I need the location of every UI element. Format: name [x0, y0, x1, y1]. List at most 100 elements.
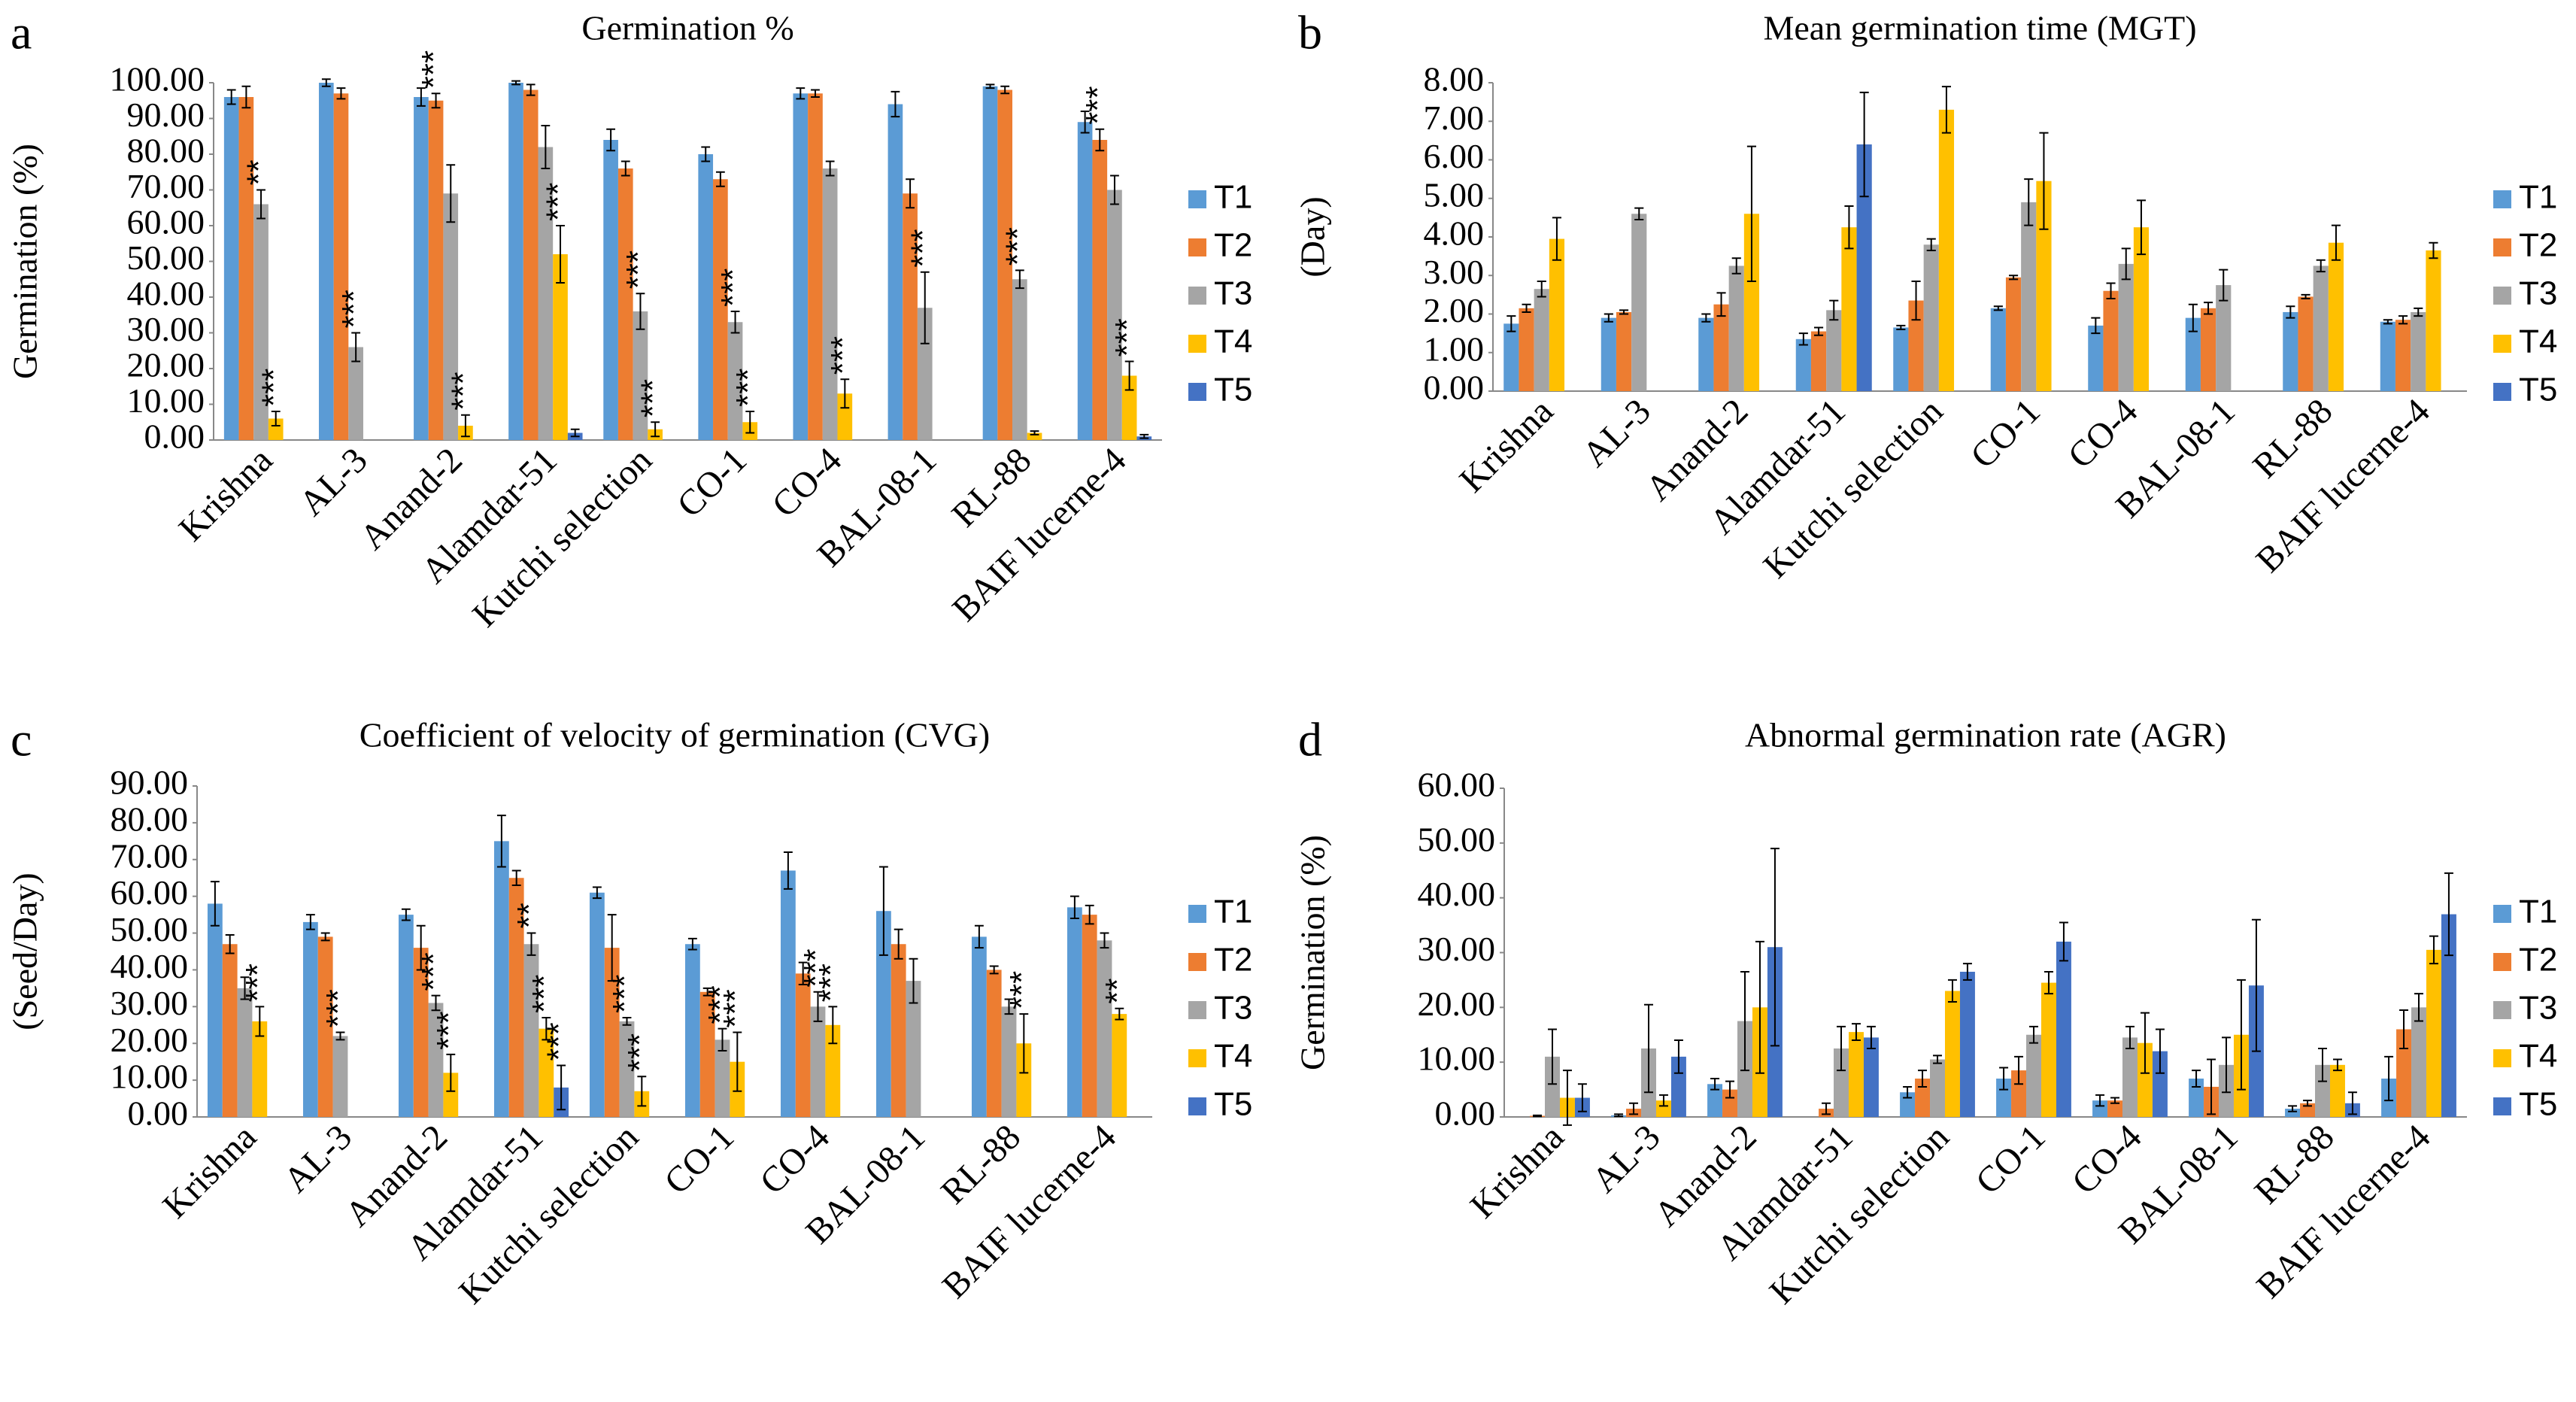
bar — [553, 254, 568, 440]
bar — [891, 944, 906, 1117]
error-bar — [511, 80, 520, 86]
legend-label: T1 — [2519, 894, 2557, 930]
error-bar — [542, 1017, 551, 1041]
error-bar — [1837, 1025, 1846, 1072]
significance-stars: *** — [635, 379, 672, 417]
bar — [1016, 1043, 1032, 1117]
bar — [982, 86, 998, 440]
y-tick-label: 7.00 — [1424, 99, 1485, 137]
bar — [1713, 304, 1729, 391]
significance-stars: ** — [1099, 979, 1136, 1004]
error-bar — [2044, 970, 2053, 995]
bar — [1092, 140, 1108, 440]
x-tick-label: CO-1 — [1968, 1117, 2053, 1202]
bar — [1545, 1056, 1560, 1117]
error-bar — [1903, 1085, 1913, 1099]
error-bar — [1926, 238, 1936, 251]
bar — [2118, 263, 2134, 391]
bar — [2107, 1100, 2123, 1117]
error-bar — [1999, 1067, 2009, 1091]
bar — [333, 93, 349, 440]
error-bar — [1911, 280, 1921, 321]
x-tick-label: CO-1 — [657, 1117, 742, 1202]
error-bar — [2318, 1047, 2327, 1082]
error-bar — [2332, 1058, 2342, 1072]
y-tick-label: 60.00 — [1418, 766, 1496, 804]
bar — [508, 878, 524, 1117]
bar — [413, 948, 429, 1117]
bar — [2005, 277, 2022, 391]
error-bar — [989, 965, 999, 975]
legend-swatch — [2493, 287, 2511, 305]
error-bar — [620, 160, 630, 177]
error-bar — [2136, 199, 2147, 256]
bar — [822, 168, 838, 440]
panel-label: a — [11, 6, 32, 59]
bar — [2122, 1037, 2138, 1117]
bar — [1001, 1006, 1017, 1117]
error-bar — [1770, 848, 1780, 1047]
bar — [1616, 311, 1632, 391]
error-bar — [1080, 111, 1090, 134]
bar — [1549, 238, 1565, 391]
bar — [2088, 325, 2104, 391]
y-tick-label: 40.00 — [111, 947, 189, 985]
error-bar — [733, 1031, 742, 1092]
legend-swatch — [1188, 335, 1206, 353]
error-bar — [2192, 1070, 2201, 1088]
y-tick-label: 0.00 — [144, 417, 205, 456]
bar — [2313, 266, 2329, 391]
bar — [414, 97, 429, 440]
error-bar — [2219, 269, 2229, 302]
error-bar — [2414, 993, 2423, 1022]
legend-label: T4 — [2519, 323, 2557, 360]
y-tick-label: 2.00 — [1424, 291, 1485, 329]
error-bar — [637, 1076, 647, 1107]
bar — [2298, 296, 2314, 391]
legend-label: T5 — [1214, 1086, 1252, 1123]
bar — [2185, 317, 2201, 391]
bar — [1743, 214, 1760, 391]
bar — [1959, 971, 1975, 1117]
error-bar — [305, 914, 315, 930]
legend-label: T2 — [2519, 227, 2557, 264]
error-bar — [271, 411, 281, 426]
chart-title: Germination % — [581, 9, 793, 47]
bar — [1893, 327, 1909, 391]
legend-swatch — [1188, 383, 1206, 401]
error-bar — [496, 815, 506, 868]
error-bar — [1740, 970, 1749, 1072]
error-bar — [1798, 332, 1808, 346]
significance-stars: *** — [1003, 971, 1040, 1009]
bar — [617, 168, 633, 440]
error-bar — [825, 160, 835, 177]
error-bar — [909, 957, 918, 1004]
error-bar — [985, 83, 995, 90]
significance-stars: *** — [702, 985, 739, 1024]
y-tick-label: 10.00 — [1418, 1039, 1496, 1078]
panel-label: b — [1298, 6, 1322, 59]
error-bar — [1941, 86, 1952, 134]
error-bar — [2039, 132, 2049, 230]
bar — [793, 93, 809, 440]
error-bar — [1537, 280, 1546, 298]
legend-swatch — [2493, 905, 2511, 923]
bar — [508, 83, 523, 440]
x-tick-label: AL-3 — [276, 1117, 360, 1200]
x-tick-label: BAIF lucerne-4 — [935, 1117, 1124, 1306]
error-bar — [1139, 433, 1149, 439]
significance-stars: *** — [335, 290, 372, 328]
significance-stars: *** — [540, 183, 577, 221]
error-bar — [1110, 174, 1119, 205]
significance-stars: *** — [415, 50, 452, 89]
significance-stars: *** — [1109, 318, 1145, 357]
error-bar — [2188, 303, 2198, 332]
bar — [1863, 1037, 1879, 1117]
error-bar — [702, 987, 712, 997]
y-tick-label: 70.00 — [111, 836, 189, 875]
legend-label: T2 — [1214, 227, 1252, 264]
legend-label: T4 — [1214, 323, 1252, 360]
significance-stars: *** — [320, 989, 357, 1027]
bar — [538, 147, 554, 440]
error-bar — [687, 937, 697, 951]
